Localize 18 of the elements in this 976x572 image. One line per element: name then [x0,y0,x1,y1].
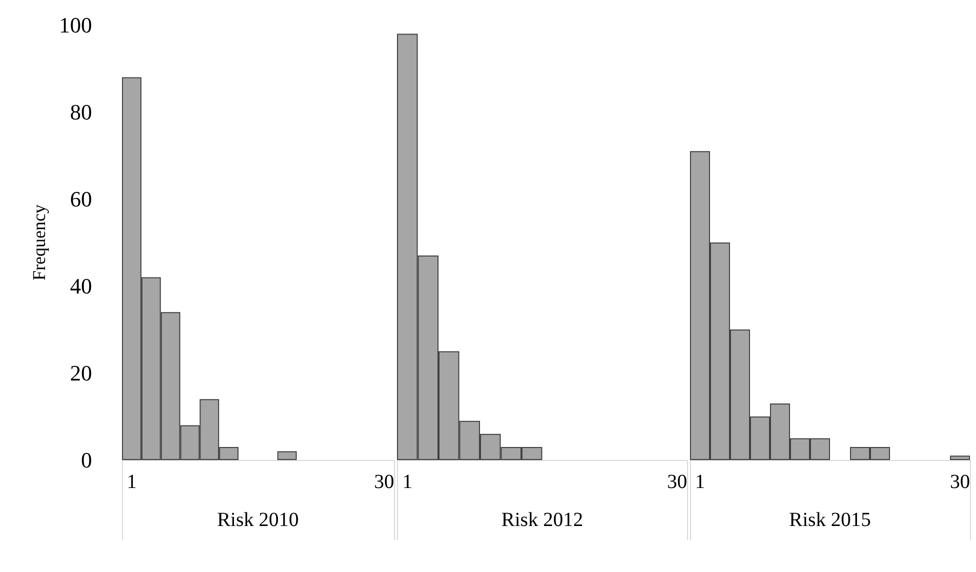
x-axis-title: Risk 2012 [501,509,584,531]
y-tick-label: 20 [70,360,92,386]
y-tick-label: 60 [70,186,92,212]
x-tick-label: 30 [374,471,394,493]
x-tick-label: 30 [950,471,970,493]
x-axis-title: Risk 2010 [217,509,299,531]
y-tick-label: 40 [70,274,92,298]
x-tick-label: 1 [695,471,705,493]
bar [950,456,970,460]
y-tick-label: 0 [81,448,92,472]
x-tick-label: 1 [402,471,412,493]
x-tick-label: 1 [126,471,137,493]
x-tick-label: 30 [667,471,688,493]
y-tick-label: 80 [70,100,92,124]
y-axis-title: Frequency [29,204,50,280]
y-tick-label: 100 [59,12,92,38]
x-axis-title: Risk 2015 [789,509,871,531]
bar [277,451,297,460]
